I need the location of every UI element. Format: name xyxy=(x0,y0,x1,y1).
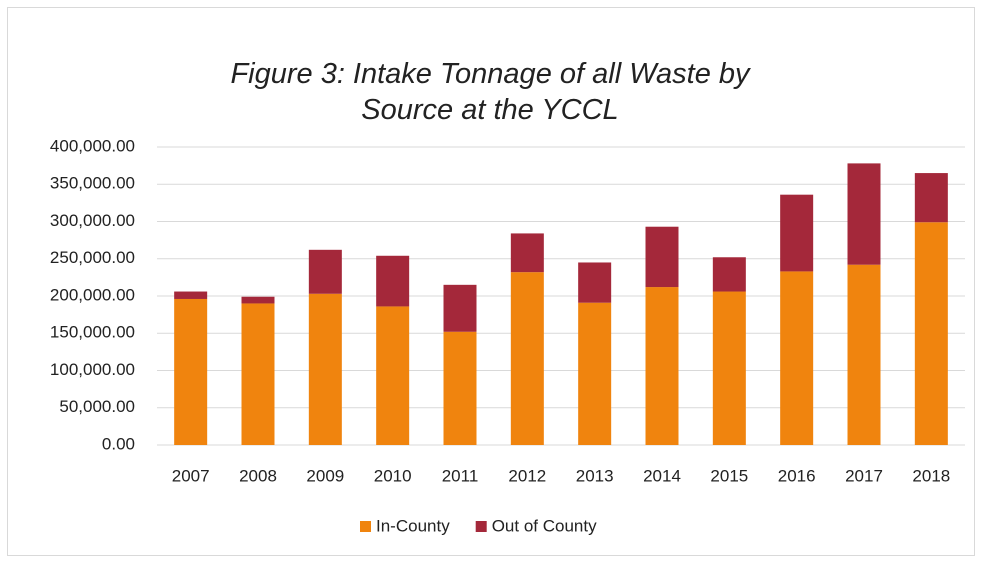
bar-segment xyxy=(241,303,275,445)
legend-label: Out of County xyxy=(492,516,597,535)
chart-border xyxy=(7,7,975,556)
x-tick-label: 2013 xyxy=(576,466,614,485)
bar-segment xyxy=(712,257,746,292)
legend-label: In-County xyxy=(376,516,450,535)
bar-segment xyxy=(578,302,612,445)
x-tick-label: 2011 xyxy=(442,466,479,485)
y-tick-label: 0.00 xyxy=(102,434,135,453)
y-tick-label: 50,000.00 xyxy=(59,397,135,416)
bar-segment xyxy=(645,226,679,288)
x-tick-label: 2016 xyxy=(778,466,816,485)
legend-swatch xyxy=(475,521,487,532)
x-tick-label: 2009 xyxy=(306,466,344,485)
y-tick-label: 300,000.00 xyxy=(50,211,135,230)
x-tick-label: 2017 xyxy=(845,466,883,485)
bar-segment xyxy=(510,233,544,273)
y-tick-label: 200,000.00 xyxy=(50,285,135,304)
y-tick-label: 400,000.00 xyxy=(50,136,135,155)
chart-title: Figure 3: Intake Tonnage of all Waste by… xyxy=(230,58,750,126)
bar-segment xyxy=(847,163,881,265)
x-tick-label: 2010 xyxy=(374,466,412,485)
bar-segment xyxy=(847,264,881,445)
bar-segment xyxy=(712,291,746,445)
bar-segment xyxy=(174,291,208,299)
bar-segment xyxy=(443,284,477,332)
x-tick-label: 2008 xyxy=(239,466,277,485)
y-tick-label: 100,000.00 xyxy=(50,360,135,379)
bar-segment xyxy=(780,194,814,272)
bar-segment xyxy=(376,306,410,445)
y-tick-label: 150,000.00 xyxy=(50,323,135,342)
x-tick-label: 2018 xyxy=(912,466,950,485)
bar-segment xyxy=(308,293,342,445)
bar-segment xyxy=(241,296,275,304)
x-tick-label: 2015 xyxy=(710,466,748,485)
bar-segment xyxy=(780,271,814,445)
bar-segment xyxy=(510,272,544,445)
bar-segment xyxy=(914,173,948,223)
x-tick-label: 2014 xyxy=(643,466,681,485)
bar-segment xyxy=(645,287,679,445)
bar-segment xyxy=(914,222,948,445)
bar-segment xyxy=(376,255,410,307)
bar-segment xyxy=(443,331,477,445)
bar-segment xyxy=(174,298,208,445)
x-tick-label: 2012 xyxy=(508,466,546,485)
bar-segment xyxy=(578,262,612,303)
x-tick-label: 2007 xyxy=(172,466,210,485)
bar-segment xyxy=(308,249,342,294)
y-tick-label: 250,000.00 xyxy=(50,248,135,267)
y-tick-label: 350,000.00 xyxy=(50,174,135,193)
legend-swatch xyxy=(360,521,371,532)
